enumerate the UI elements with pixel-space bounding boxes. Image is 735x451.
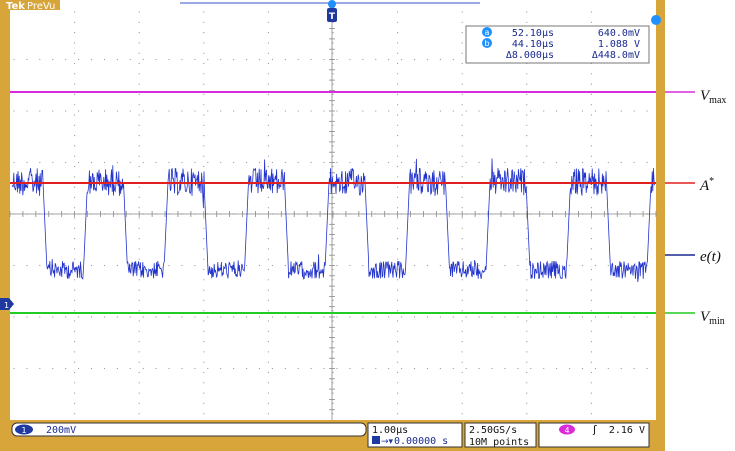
- trigger-box[interactable]: 4 ʃ 2.16 V: [538, 422, 650, 448]
- horizontal-position: 0.00000 s: [394, 436, 448, 447]
- arrow-right-icon: →▾: [381, 437, 394, 447]
- trigger-position-icon: [372, 436, 380, 444]
- cursor-b-badge-label: b: [484, 39, 489, 48]
- channel-1-badge: [15, 424, 33, 435]
- channel-1-scale-box[interactable]: 1 200mV: [11, 422, 367, 437]
- channel-1-scale: 200mV: [46, 425, 76, 436]
- cursor-b-time: 44.10µs: [512, 39, 554, 50]
- trigger-position-marker[interactable]: T: [327, 8, 337, 22]
- channel-marker-label: 1: [4, 301, 9, 310]
- cursor-a-time: 52.10µs: [512, 28, 554, 39]
- cursor-a-voltage: 640.0mV: [598, 28, 640, 39]
- trigger-level: 2.16 V: [609, 425, 645, 436]
- cursor-delta-time: Δ8.000µs: [506, 50, 554, 61]
- trigger-marker-label: T: [329, 12, 336, 22]
- rising-edge-icon: ʃ: [592, 423, 597, 436]
- timebase-value: 1.00µs: [372, 425, 408, 436]
- brand-tab: [0, 0, 60, 10]
- graticule-grid: [9, 7, 657, 420]
- channel-1-badge-label: 1: [21, 426, 26, 435]
- astar-legend-label: A*: [699, 176, 714, 194]
- trigger-channel-badge: [559, 424, 575, 435]
- mode-label: PreVu: [27, 1, 55, 12]
- cursor-edge-badge: [651, 15, 661, 25]
- trigger-channel-label: 4: [564, 426, 569, 435]
- brand-label: Tek: [6, 1, 25, 12]
- et-legend-label: e(t): [700, 249, 721, 265]
- sample-rate: 2.50GS/s: [469, 425, 517, 436]
- cursor-top-badge: [328, 0, 336, 8]
- acquisition-box[interactable]: 2.50GS/s 10M points: [464, 422, 537, 448]
- record-length: 10M points: [469, 437, 529, 448]
- cursor-b-badge: [482, 38, 492, 48]
- timebase-box[interactable]: 1.00µs →▾ 0.00000 s: [367, 422, 463, 448]
- channel-1-ground-marker[interactable]: 1: [0, 298, 14, 310]
- vmin-legend-label: Vmin: [700, 309, 725, 327]
- record-view-bar: [60, 0, 656, 8]
- cursor-a-badge: [482, 27, 492, 37]
- cursor-a-badge-label: a: [485, 28, 490, 37]
- vmax-legend-label: Vmax: [700, 88, 726, 106]
- cursor-delta-voltage: Δ448.0mV: [592, 50, 640, 61]
- cursor-b-voltage: 1.088 V: [598, 39, 640, 50]
- cursor-readout-panel: a b 52.10µs 640.0mV 44.10µs 1.088 V Δ8.0…: [465, 25, 650, 64]
